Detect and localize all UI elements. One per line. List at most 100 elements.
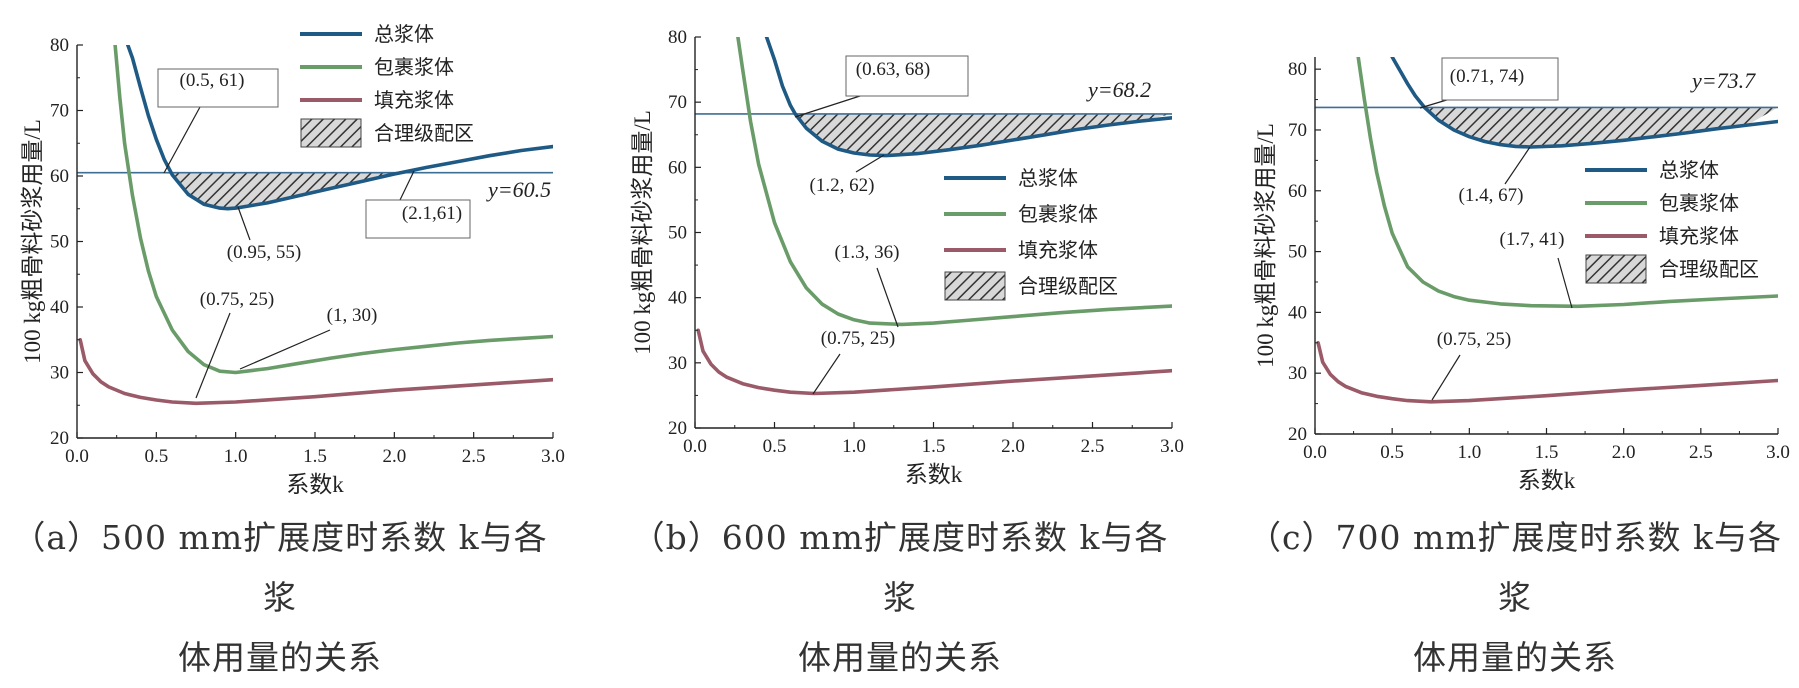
panel-b-annotation-leader (794, 95, 861, 118)
panel-b-legend-swatch-region (944, 271, 1006, 301)
panel-b-annotation-box (845, 55, 969, 97)
panel-c-reference-label: y=73.7 (1690, 68, 1756, 93)
panel-a-x-tick-label: 1.5 (303, 446, 327, 467)
panel-c-legend-label: 包裹浆体 (1659, 191, 1739, 215)
panel-b-annotation-leader (876, 267, 899, 328)
panel-a-y-tick-label: 30 (50, 363, 69, 384)
panel-a-x-tick-label: 2.0 (382, 446, 406, 467)
panel-b-series-filling-paste (696, 328, 1172, 396)
caption-a-line1: （a）500 mm扩展度时系数 k与各浆 (12, 518, 548, 617)
panel-a-legend-label: 包裹浆体 (374, 55, 454, 79)
panel-a-legend-label: 合理级配区 (374, 121, 474, 145)
panel-c-series-wrapping-paste (1356, 57, 1778, 309)
panel-b-x-tick-label: 2.0 (1001, 436, 1025, 457)
panel-b-legend-label: 总浆体 (1018, 166, 1078, 190)
panel-b-x-tick-label: 2.5 (1081, 436, 1105, 457)
panel-c-legend-swatch-region (1585, 254, 1647, 284)
figure: 0.0 0.5 1.0 1.5 2.0 2.5 3.0 20 30 40 50 60 70 80 系数k 10… (12, 22, 1790, 677)
panel-b-region-area (795, 113, 1172, 156)
panel-c-y-tick-label: 20 (1288, 424, 1307, 445)
panel-b-y-tick-label: 40 (668, 288, 687, 309)
panel-b-annotation-leader (855, 154, 885, 173)
panel-c-y-tick-label: 40 (1288, 302, 1307, 323)
panel-c-y-tick-label: 70 (1288, 120, 1307, 141)
panel-a-legend-label: 填充浆体 (374, 88, 454, 112)
panel-a-series-wrapping-paste (113, 45, 553, 375)
panel-a-x-tick-label: 2.5 (462, 446, 486, 467)
panel-b-y-tick-label: 80 (668, 27, 687, 48)
panel-a-x-tick-label: 3.0 (541, 446, 565, 467)
panel-c-series-filling-paste (1316, 341, 1778, 404)
panel-c-x-tick-label: 3.0 (1766, 442, 1790, 463)
panel-a-y-tick-label: 60 (50, 166, 69, 187)
panel-c-y-tick-label: 80 (1288, 59, 1307, 80)
panel-c-x-tick-label: 2.0 (1612, 442, 1636, 463)
panel-c-annotation-label: (1.7, 41) (1500, 229, 1565, 250)
panel-a-y-tick-label: 20 (50, 428, 69, 449)
caption-c-line1: （c）700 mm扩展度时系数 k与各浆 (1247, 518, 1783, 617)
panel-c-annotation-label: (1.4, 67) (1459, 185, 1524, 206)
panel-a-annotation-label: (2.1,61) (402, 203, 462, 224)
panel-c-x-tick-label: 0.5 (1380, 442, 1404, 463)
panel-b-series-total-paste (764, 37, 1172, 158)
panel-a-series-filling-paste (78, 338, 553, 406)
panel-b-legend-label: 合理级配区 (1018, 274, 1118, 298)
panel-c-annotation-leader (1504, 146, 1531, 185)
panel-a-annotation-leader (239, 329, 331, 370)
panel-b-y-tick-label: 60 (668, 157, 687, 178)
panel-a-y-tick-label: 50 (50, 232, 69, 253)
panel-c-annotation-leader (1431, 354, 1461, 401)
panel-c-y-tick-label: 60 (1288, 181, 1307, 202)
panel-a-annotation-label: (0.5, 61) (180, 70, 245, 91)
panel-b-reference-label: y=68.2 (1086, 77, 1151, 102)
panel-a-annotation-leader (195, 312, 231, 399)
panel-b-y-tick-label: 30 (668, 353, 687, 374)
panel-b-annotation-label: (0.63, 68) (856, 59, 930, 80)
panel-b-annotation-leader (812, 353, 841, 395)
panel-a-region-area (156, 172, 411, 209)
caption-c: （c）700 mm扩展度时系数 k与各浆 体用量的关系 (1235, 508, 1795, 688)
caption-b-line2: 体用量的关系 (798, 638, 1002, 677)
panel-b-y-axis-title: 100 kg粗骨料砂浆用量/L (630, 110, 655, 355)
caption-b-line1: （b）600 mm扩展度时系数 k与各浆 (631, 518, 1169, 617)
panel-b-annotation-label: (1.2, 62) (810, 175, 875, 196)
panel-c-y-tick-label: 50 (1288, 242, 1307, 263)
panel-a-annotation-leader (237, 206, 251, 241)
panel-c-annotation-leader (1557, 257, 1573, 309)
panel-a-annotation-box (157, 68, 279, 108)
panel-a-annotation-leader (163, 106, 201, 174)
panel-a-y-tick-label: 80 (50, 35, 69, 56)
panel-a-legend-swatch-region (300, 118, 362, 148)
panel-c-y-tick-label: 30 (1288, 363, 1307, 384)
panel-c-x-tick-label: 1.5 (1535, 442, 1559, 463)
panel-a-annotation-label: (1, 30) (327, 305, 378, 326)
panel-c-annotation-label: (0.71, 74) (1450, 66, 1524, 87)
panel-b-x-tick-label: 3.0 (1160, 436, 1184, 457)
caption-b: （b）600 mm扩展度时系数 k与各浆 体用量的关系 (620, 508, 1180, 688)
panel-a-x-tick-label: 0.0 (65, 446, 89, 467)
panel-a-x-axis-title: 系数k (286, 472, 344, 497)
panel-a-legend-label: 总浆体 (374, 22, 434, 46)
panel-a-y-tick-label: 70 (50, 101, 69, 122)
panel-c-x-axis-title: 系数k (1518, 468, 1576, 493)
panel-a-annotation-leader (399, 170, 415, 201)
panel-a-annotation-label: (0.95, 55) (227, 242, 301, 263)
panel-a-y-tick-label: 40 (50, 297, 69, 318)
panel-b-legend-label: 填充浆体 (1018, 238, 1098, 262)
caption-a-line2: 体用量的关系 (178, 638, 382, 677)
panel-b-series-wrapping-paste (736, 37, 1172, 327)
caption-c-line2: 体用量的关系 (1413, 638, 1617, 677)
panel-b-x-tick-label: 0.5 (763, 436, 787, 457)
panel-a-annotation-box (365, 199, 471, 239)
panel-b-annotation-label: (0.75, 25) (821, 328, 895, 349)
panel-a-x-tick-label: 0.5 (144, 446, 168, 467)
panel-b-y-tick-label: 20 (668, 418, 687, 439)
panel-c-annotation-box (1441, 57, 1559, 101)
chart-panel-c: 0.0 0.5 1.0 1.5 2.0 2.5 3.0 20 30 40 50 60 70 80 系数k 10… (1253, 57, 1790, 493)
panel-a-reference-label: y=60.5 (486, 177, 551, 202)
panel-a-annotation-label: (0.75, 25) (200, 289, 274, 310)
panel-c-series-total-paste (1390, 57, 1778, 149)
panel-a-x-tick-label: 1.0 (224, 446, 248, 467)
panel-b-y-tick-label: 70 (668, 92, 687, 113)
panel-c-x-tick-label: 1.0 (1457, 442, 1481, 463)
